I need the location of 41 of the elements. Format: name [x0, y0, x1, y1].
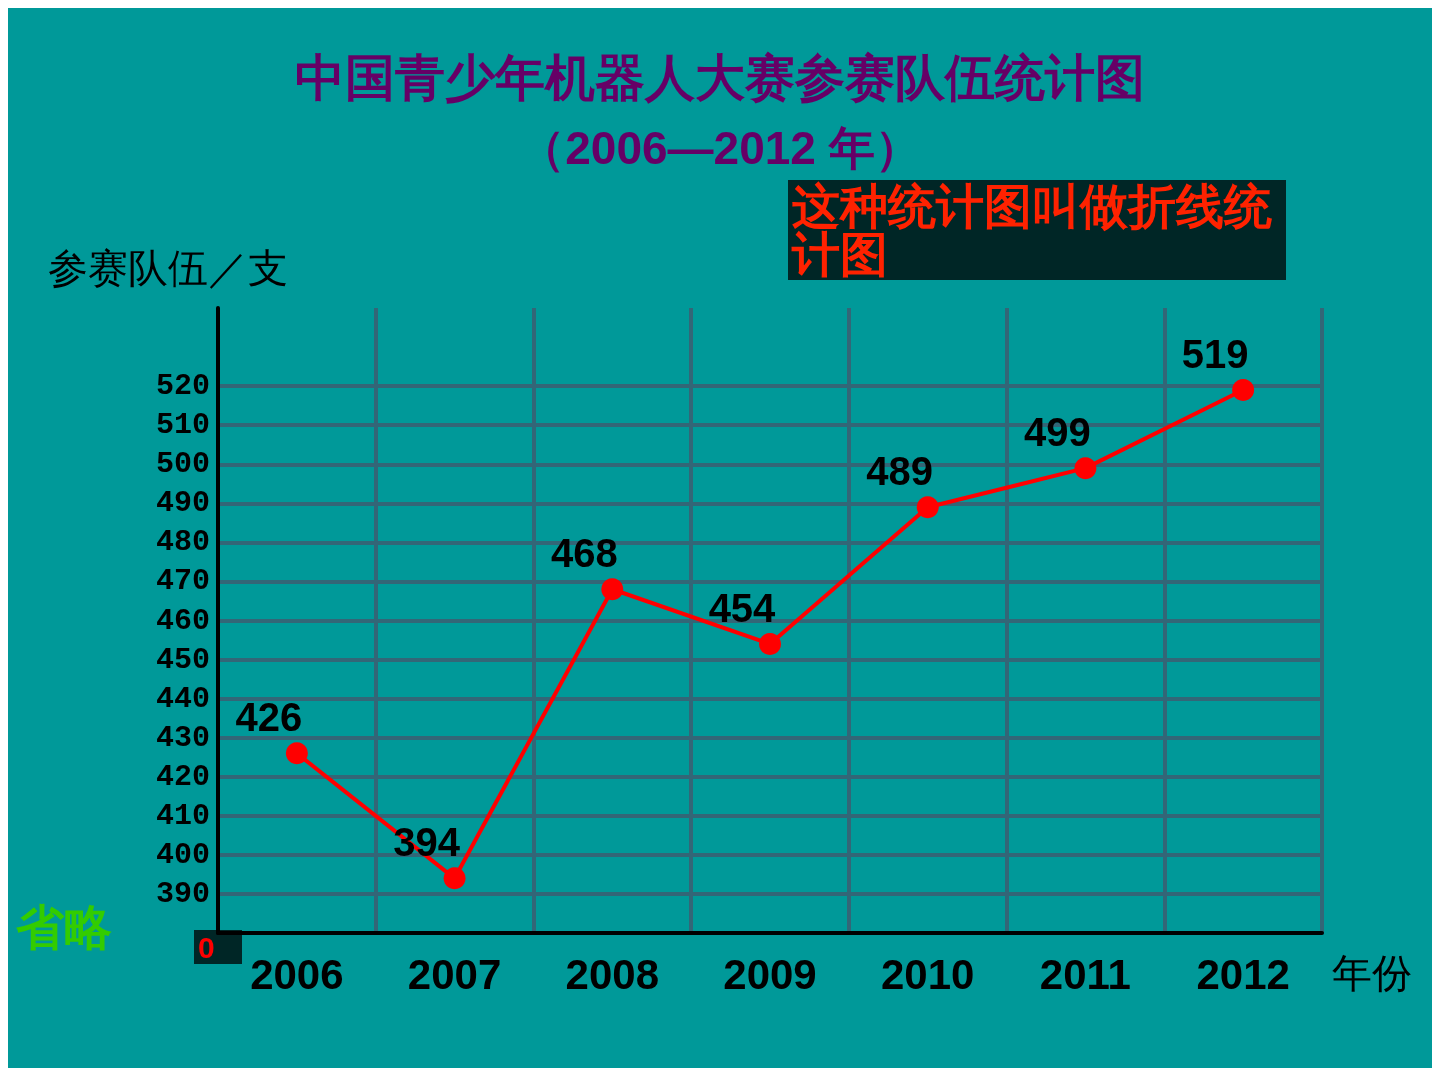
y-tick-label: 390: [155, 876, 210, 911]
y-tick-label: 460: [155, 603, 210, 638]
data-label: 454: [708, 585, 777, 630]
text: 省略: [15, 900, 112, 954]
y-tick-label: 510: [155, 408, 210, 443]
point: [285, 742, 308, 765]
y-tick-label: 440: [155, 681, 210, 716]
y-tick-label: 420: [155, 759, 210, 794]
x-tick-label: 2007: [407, 950, 502, 998]
y-tick-label: 490: [155, 486, 210, 521]
text: 0: [198, 930, 215, 964]
y-tick-label: 450: [155, 642, 210, 677]
x-tick-label: 2010: [881, 950, 975, 998]
chart-subtitle: （2006—2012 年）: [519, 122, 921, 174]
point: [443, 867, 466, 890]
x-tick-label: 2011: [1039, 950, 1131, 998]
point: [1232, 379, 1255, 402]
point: [759, 632, 781, 655]
y-axis-title: 参赛队伍／支: [48, 245, 288, 291]
data-label: 426: [235, 695, 303, 740]
data-label: 499: [1024, 410, 1091, 455]
data-label: 519: [1181, 332, 1249, 377]
y-tick-label: 470: [155, 564, 210, 599]
y-tick-label: 500: [155, 447, 210, 482]
x-tick-label: 2012: [1196, 950, 1290, 998]
x-axis-title: 年份: [1332, 951, 1412, 995]
y-tick-label: 480: [155, 525, 210, 560]
x-tick-label: 2006: [250, 950, 344, 998]
data-label: 468: [550, 531, 618, 576]
x-tick-label: 2008: [565, 950, 659, 998]
chart-title: 中国青少年机器人大赛参赛队伍统计图: [295, 50, 1145, 106]
y-tick-label: 520: [155, 369, 210, 404]
y-tick-label: 410: [155, 798, 210, 833]
data-label: 489: [866, 449, 934, 494]
point: [601, 578, 624, 601]
y-tick-label: 430: [155, 720, 210, 755]
text: 这种统计图叫做折线统计图: [791, 179, 1272, 281]
y-tick-label: 400: [155, 837, 210, 872]
x-tick-label: 2009: [723, 950, 817, 998]
point: [916, 496, 939, 519]
point: [1074, 457, 1097, 480]
